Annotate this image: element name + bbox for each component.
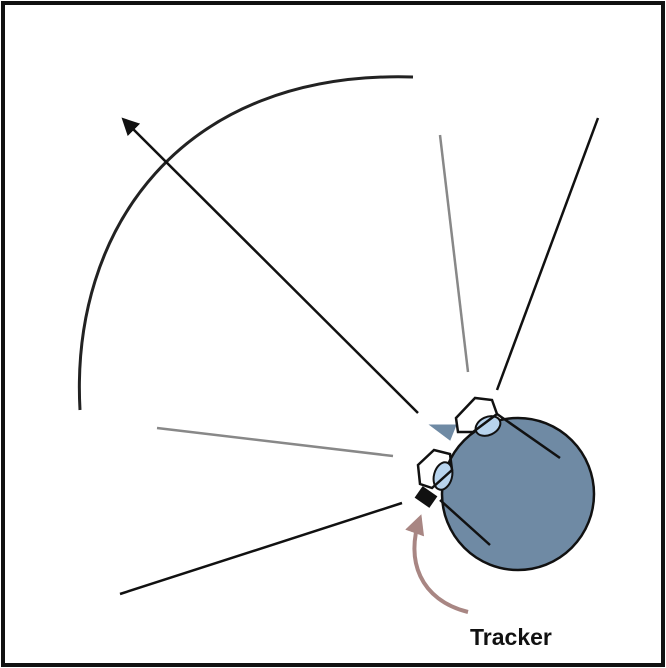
frame <box>3 3 663 665</box>
diagram: Tracker <box>0 0 666 668</box>
page: Tracker (() => { const data = JSON.parse… <box>0 0 666 668</box>
tracker-label: Tracker <box>470 624 552 650</box>
